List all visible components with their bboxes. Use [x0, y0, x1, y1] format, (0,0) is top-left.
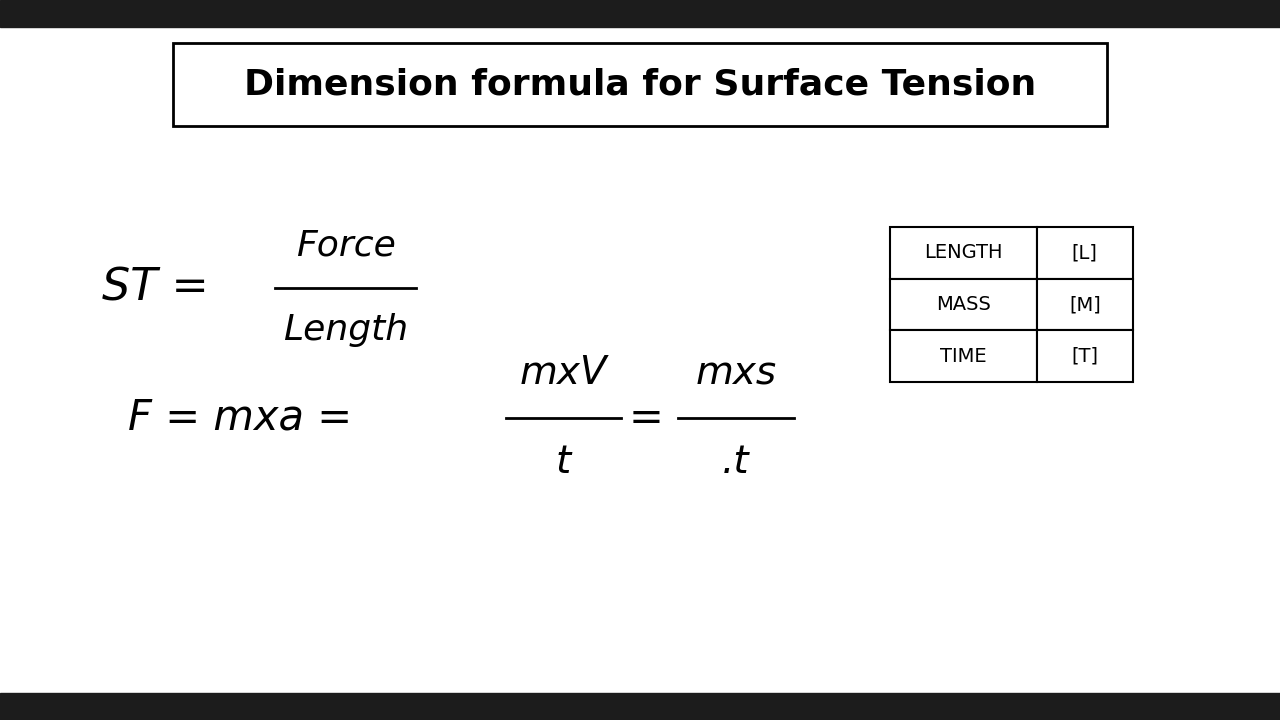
Bar [890, 227, 1037, 279]
Text: Force: Force [296, 229, 396, 263]
Bar [890, 330, 1037, 382]
Text: TIME: TIME [940, 347, 987, 366]
Bar [1037, 227, 1133, 279]
Bar [890, 279, 1037, 330]
Bar [1037, 279, 1133, 330]
Bar [0, 0, 1280, 27]
Text: [T]: [T] [1071, 347, 1098, 366]
Text: ST =: ST = [102, 266, 209, 310]
Text: mxV: mxV [520, 354, 607, 392]
Bar [173, 43, 1107, 126]
Text: LENGTH: LENGTH [924, 243, 1002, 262]
Bar [1037, 330, 1133, 382]
Text: =: = [628, 397, 664, 438]
Text: .t: .t [722, 443, 750, 481]
Text: [L]: [L] [1071, 243, 1098, 262]
Text: F = mxa =: F = mxa = [128, 397, 352, 438]
Text: Length: Length [283, 313, 408, 347]
Bar [0, 693, 1280, 720]
Text: MASS: MASS [936, 295, 991, 314]
Text: [M]: [M] [1069, 295, 1101, 314]
Text: t: t [556, 443, 571, 481]
Text: mxs: mxs [695, 354, 777, 392]
Text: Dimension formula for Surface Tension: Dimension formula for Surface Tension [244, 68, 1036, 102]
